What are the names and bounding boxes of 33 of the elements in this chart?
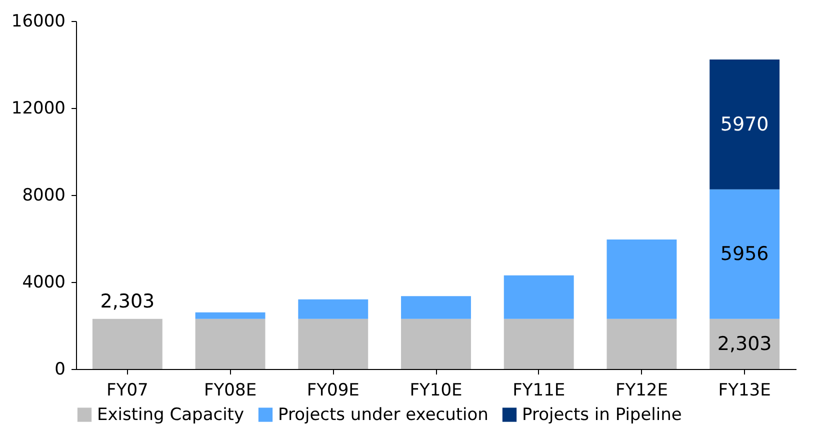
bar <box>195 312 266 319</box>
y-tick-label: 16000 <box>11 12 66 32</box>
bar <box>710 189 780 319</box>
y-tick-label: 12000 <box>11 98 66 118</box>
x-tick-label: FY12E <box>615 380 668 400</box>
x-tick-label: FY10E <box>410 380 462 400</box>
bar <box>710 60 780 190</box>
bar <box>298 299 368 319</box>
data-label: 5970 <box>720 113 769 136</box>
y-tick-label: 4000 <box>22 272 66 292</box>
bar <box>298 318 368 369</box>
x-tick-label: FY09E <box>306 380 360 400</box>
bar <box>92 318 162 369</box>
y-tick-label: 8000 <box>22 186 66 206</box>
data-label: 2,303 <box>100 290 155 313</box>
x-tick-label: FY13E <box>718 380 771 400</box>
bar <box>504 318 574 369</box>
bar <box>606 318 677 369</box>
bar <box>606 240 677 319</box>
x-tick-label: FY11E <box>512 380 566 400</box>
x-tick-label: FY07 <box>106 380 148 400</box>
bar <box>401 318 471 369</box>
bar <box>401 296 471 319</box>
bar <box>504 275 574 319</box>
legend-label: Projects under execution <box>278 404 488 425</box>
bar <box>195 318 266 369</box>
data-label: 2,303 <box>717 332 772 355</box>
bar <box>710 318 780 369</box>
x-tick-label: FY08E <box>204 380 257 400</box>
data-label: 5956 <box>720 243 769 266</box>
legend-label: Projects in Pipeline <box>522 404 682 425</box>
legend-label: Existing Capacity <box>97 404 244 425</box>
y-tick-label: 0 <box>54 360 66 380</box>
